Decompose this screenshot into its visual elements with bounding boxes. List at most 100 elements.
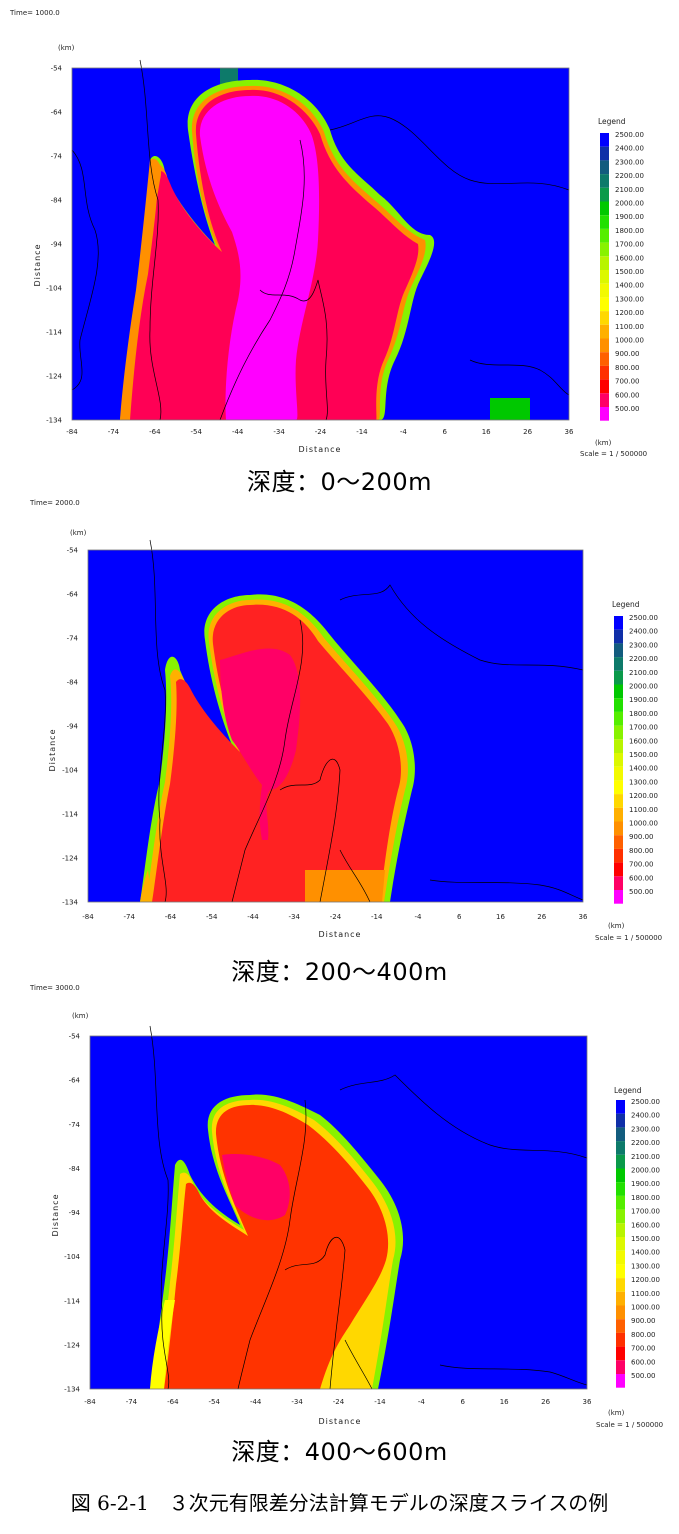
y-tick-label: -84 — [51, 197, 63, 205]
legend-swatch — [614, 876, 623, 890]
x-tick-label: 16 — [482, 428, 491, 436]
legend-label: 1400.00 — [615, 282, 644, 290]
legend-swatch — [616, 1305, 625, 1320]
legend-label: 2300.00 — [615, 158, 644, 166]
heatmap-field — [89, 1025, 588, 1390]
legend-swatch — [600, 379, 609, 394]
legend-label: 1400.00 — [631, 1249, 660, 1257]
legend-swatch — [614, 629, 623, 644]
depth-slice-panel-3: Time= 3000.0 (km) -84 -74 -64 -54 -44 -34 -24-… — [0, 980, 679, 1480]
x-tick-label: 6 — [457, 913, 462, 921]
depth-slice-panel-2: Time= 2000.0 (km) -84 -74 -64 -54 -44 -34 -24-… — [0, 490, 679, 986]
y-tick-label: -114 — [64, 1297, 80, 1305]
y-tick-label: -64 — [69, 1077, 81, 1085]
legend-swatch — [600, 311, 609, 325]
coastline — [149, 539, 584, 903]
legend-swatch — [614, 616, 623, 630]
x-tick-label: -64 — [149, 428, 161, 436]
legend: 2500.00 2400.00 2300.00 2200.00 2100.00 2000.… — [614, 614, 658, 904]
field-1000-patch — [305, 870, 385, 902]
field-600 — [220, 648, 301, 840]
x-tick-label: -4 — [415, 913, 423, 921]
x-tick-label: -24 — [330, 913, 342, 921]
x-unit-label: (km) — [608, 1409, 625, 1417]
legend-swatch — [614, 670, 623, 685]
legend-swatch — [616, 1100, 625, 1114]
y-axis-title: Distance — [33, 244, 42, 287]
y-tick-label: -104 — [64, 1253, 80, 1261]
x-tick-label: -24 — [315, 428, 327, 436]
legend-label: 2200.00 — [615, 172, 644, 180]
x-unit-label: (km) — [595, 439, 612, 447]
scale-label: Scale = 1 / 500000 — [580, 450, 647, 458]
legend: 2500.00 2400.00 2300.00 2200.00 2100.00 2000.… — [600, 131, 644, 421]
legend-swatch — [600, 393, 609, 407]
legend-swatch — [614, 698, 623, 712]
legend-label: 1900.00 — [629, 696, 658, 704]
x-tick-label: -54 — [209, 1398, 221, 1406]
legend-label: 1600.00 — [615, 254, 644, 262]
legend-swatch — [614, 794, 623, 808]
x-tick-label: -24 — [333, 1398, 345, 1406]
x-tick-label: -14 — [356, 428, 368, 436]
legend-swatch — [614, 780, 623, 795]
coastline — [149, 1025, 588, 1390]
legend-swatch — [616, 1168, 625, 1183]
y-tick-label: -104 — [62, 767, 78, 775]
x-tick-label: 36 — [565, 428, 574, 436]
x-axis-title: Distance — [319, 930, 362, 939]
heatmap-field — [87, 539, 584, 903]
y-tick-label: -64 — [51, 109, 63, 117]
field-500 — [199, 95, 320, 420]
plot-frame — [87, 549, 584, 903]
legend-label: 1700.00 — [629, 724, 658, 732]
field-1300-strip — [150, 1300, 175, 1389]
legend-swatch — [614, 835, 623, 849]
legend-swatch — [600, 133, 609, 147]
depth-caption: 深度：200～400m — [231, 958, 448, 986]
y-tick-label: -84 — [69, 1165, 81, 1173]
legend: 2500.00 2400.00 2300.00 2200.00 2100.00 2000.… — [616, 1098, 660, 1388]
legend-label: 1000.00 — [615, 337, 644, 345]
legend-label: 700.00 — [629, 861, 654, 869]
y-tick-label: -84 — [67, 679, 79, 687]
x-tick-label: -34 — [273, 428, 285, 436]
legend-swatch — [600, 228, 609, 243]
x-tick-label: 36 — [579, 913, 588, 921]
legend-swatch — [600, 352, 609, 366]
plot-frame — [71, 67, 570, 421]
x-tick-label: 16 — [496, 913, 505, 921]
legend-swatch — [614, 643, 623, 658]
legend-label: 1100.00 — [631, 1290, 660, 1298]
legend-label: 1200.00 — [629, 792, 658, 800]
x-tick-label: -74 — [108, 428, 120, 436]
y-tick-label: -94 — [51, 241, 63, 249]
axes: -84 -74 -64 -54 -44 -34 -24 -14 -4 6 16 26 36 -54 -64 -… — [46, 65, 574, 437]
legend-swatch — [616, 1113, 625, 1128]
y-axis-title: Distance — [51, 1194, 60, 1237]
x-tick-label: -74 — [124, 913, 136, 921]
legend-label: 2000.00 — [629, 683, 658, 691]
legend-label: 1200.00 — [631, 1276, 660, 1284]
y-tick-label: -134 — [46, 417, 62, 425]
y-tick-label: -124 — [62, 855, 78, 863]
legend-label: 500.00 — [615, 405, 640, 413]
x-tick-label: -74 — [126, 1398, 138, 1406]
y-axis-title: Distance — [48, 729, 57, 772]
x-tick-label: 16 — [500, 1398, 509, 1406]
legend-swatch — [616, 1182, 625, 1196]
legend-swatch — [614, 848, 623, 863]
legend-swatch — [616, 1319, 625, 1333]
legend-label: 1000.00 — [631, 1304, 660, 1312]
legend-label: 600.00 — [615, 391, 640, 399]
legend-label: 500.00 — [629, 888, 654, 896]
legend-label: 1900.00 — [615, 213, 644, 221]
legend-label: 1800.00 — [629, 710, 658, 718]
depth-caption: 深度：0～200m — [247, 468, 432, 496]
field-1000-strip — [120, 158, 162, 421]
field-600 — [222, 1154, 290, 1221]
legend-label: 600.00 — [629, 874, 654, 882]
y-tick-label: -54 — [69, 1033, 81, 1041]
legend-swatch — [614, 684, 623, 699]
legend-swatch — [614, 657, 623, 671]
